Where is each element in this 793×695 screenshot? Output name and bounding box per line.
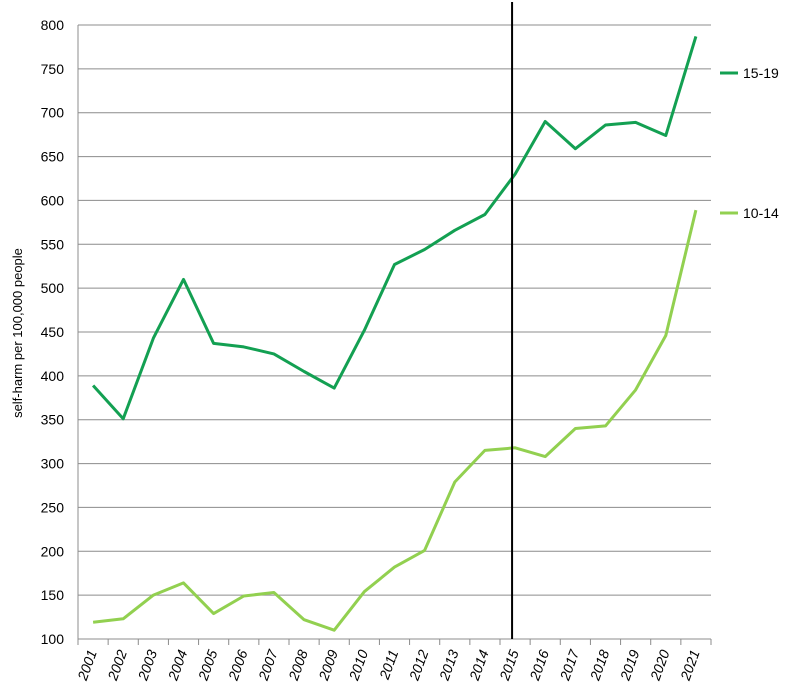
x-tick-label: 2008 xyxy=(285,647,311,683)
x-tick-label: 2020 xyxy=(647,647,673,683)
x-tick-label: 2016 xyxy=(526,647,552,683)
legend-label: 15-19 xyxy=(743,65,779,81)
x-tick-label: 2009 xyxy=(315,647,341,683)
y-tick-label: 150 xyxy=(41,587,65,603)
x-tick-label: 2017 xyxy=(556,646,582,683)
series-lines xyxy=(91,35,698,632)
x-tick-label: 2018 xyxy=(586,647,612,683)
y-tick-label: 700 xyxy=(41,105,65,121)
x-tick-label: 2014 xyxy=(466,647,492,683)
x-tick-label: 2019 xyxy=(616,647,642,683)
x-tick-label: 2001 xyxy=(74,648,100,684)
x-tick-label: 2011 xyxy=(376,648,402,683)
x-tick-label: 2004 xyxy=(164,647,190,683)
y-tick-label: 450 xyxy=(41,324,65,340)
y-tick-label: 550 xyxy=(41,236,65,252)
x-tick-label: 2010 xyxy=(345,647,371,683)
x-tick-label: 2015 xyxy=(496,647,522,683)
x-tick-label: 2012 xyxy=(405,647,431,683)
x-tick-label: 2021 xyxy=(677,648,703,684)
series-line-15-19 xyxy=(91,35,698,421)
x-tick-label: 2013 xyxy=(436,647,462,683)
x-tick-label: 2007 xyxy=(255,646,281,683)
x-tick-labels: 2001 2002 2003 2004 2005 2006 2007 2008 2009 2010… xyxy=(74,646,703,683)
y-tick-label: 750 xyxy=(41,61,65,77)
y-tick-label: 350 xyxy=(41,412,65,428)
legend-label: 10-14 xyxy=(743,205,779,221)
x-tick-label: 2006 xyxy=(225,647,251,683)
y-tick-label: 800 xyxy=(41,17,65,33)
y-tick-label: 600 xyxy=(41,192,65,208)
y-tick-label: 250 xyxy=(41,499,65,515)
gridlines xyxy=(77,24,712,645)
y-axis-label: self-harm per 100,000 people xyxy=(10,248,25,418)
y-tick-label: 300 xyxy=(41,456,65,472)
y-tick-label: 650 xyxy=(41,149,65,165)
y-tick-labels: 100 150 200 250 300 350 400 450 500 550 600 650 700 7… xyxy=(41,17,65,647)
y-tick-label: 500 xyxy=(41,280,65,296)
y-tick-label: 100 xyxy=(41,631,65,647)
x-tick-label: 2002 xyxy=(104,647,130,683)
x-tick-label: 2005 xyxy=(194,647,220,683)
y-tick-label: 400 xyxy=(41,368,65,384)
legend: 15-19 10-14 xyxy=(720,65,779,221)
y-tick-label: 200 xyxy=(41,543,65,559)
x-tick-label: 2003 xyxy=(134,647,160,683)
